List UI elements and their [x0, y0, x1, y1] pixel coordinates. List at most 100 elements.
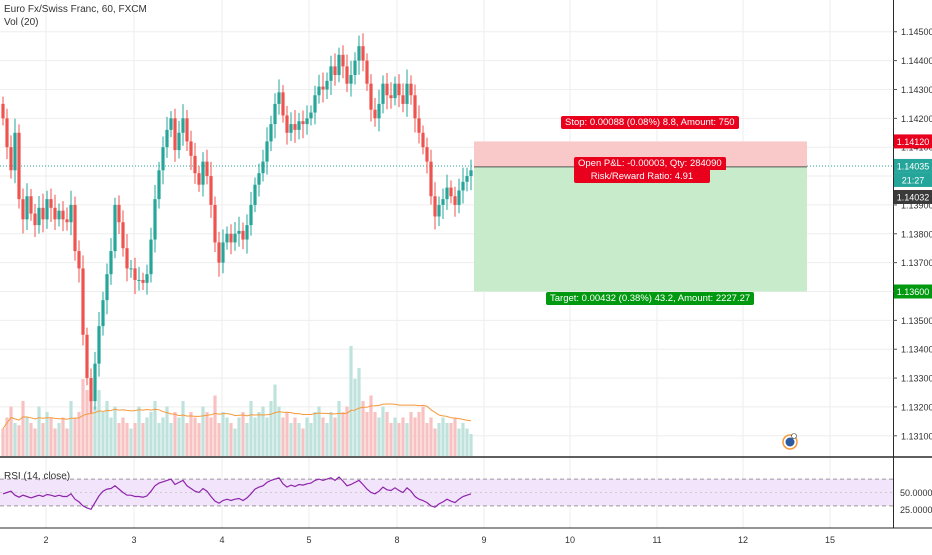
- volume-bar: [273, 384, 277, 456]
- last-price-tag: 1.14035: [897, 161, 930, 171]
- volume-bar: [57, 423, 61, 456]
- candle-body: [81, 268, 85, 335]
- candle-body: [273, 103, 277, 125]
- volume-bar: [177, 417, 181, 456]
- candle-body: [57, 210, 61, 220]
- candle-body: [393, 83, 397, 99]
- candle-body: [241, 230, 245, 240]
- event-marker-badge: [791, 433, 797, 439]
- volume-bar: [277, 406, 281, 456]
- volume-bar: [457, 428, 461, 456]
- candle-body: [169, 118, 173, 130]
- candle-body: [97, 326, 101, 364]
- candle-body: [325, 80, 329, 90]
- candle-body: [305, 118, 309, 125]
- volume-bar: [437, 423, 441, 456]
- volume-bar: [369, 395, 373, 456]
- candle-body: [397, 83, 401, 96]
- candle-body: [269, 124, 273, 142]
- candle-body: [149, 239, 153, 275]
- candle-body: [113, 204, 117, 252]
- volume-bar: [193, 417, 197, 456]
- candle-body: [421, 132, 425, 148]
- volume-bar: [329, 412, 333, 456]
- volume-bar: [73, 417, 77, 456]
- candle-body: [61, 210, 65, 220]
- volume-bar: [137, 406, 141, 456]
- candle-body: [437, 204, 441, 217]
- volume-bar: [261, 406, 265, 456]
- time-tick-label: 9: [481, 535, 486, 545]
- candle-body: [45, 199, 49, 220]
- candle-body: [49, 199, 53, 208]
- volume-bar: [233, 428, 237, 456]
- volume-bar: [45, 412, 49, 456]
- candle-body: [413, 95, 417, 119]
- candle-body: [29, 196, 33, 214]
- price-tick-label: 1.13800: [901, 229, 932, 239]
- candle-body: [289, 124, 293, 133]
- volume-bar: [149, 412, 153, 456]
- volume-bar: [401, 417, 405, 456]
- volume-bar: [37, 406, 41, 456]
- target-zone: [474, 166, 807, 292]
- volume-bar: [441, 417, 445, 456]
- volume-bar: [93, 406, 97, 456]
- candle-body: [73, 204, 77, 252]
- candle-body: [217, 242, 221, 263]
- volume-bar: [293, 417, 297, 456]
- rsi-legend[interactable]: RSI (14, close): [4, 471, 71, 482]
- candle-body: [469, 170, 473, 177]
- candle-body: [245, 225, 249, 240]
- volume-bar: [389, 423, 393, 456]
- volume-bar: [5, 417, 9, 456]
- volume-bar: [465, 428, 469, 456]
- target-label: Target: 0.00432 (0.38%) 43.2, Amount: 22…: [546, 292, 755, 305]
- target-price-tag: 1.13600: [897, 287, 930, 297]
- current-price-tag-bg: [894, 190, 932, 204]
- rsi-pane: [0, 476, 893, 511]
- volume-bar: [53, 428, 57, 456]
- candle-body: [133, 268, 137, 280]
- candle-body: [309, 112, 313, 119]
- candle-body: [225, 233, 229, 243]
- time-tick-label: 8: [394, 535, 399, 545]
- volume-legend[interactable]: Vol (20): [4, 17, 39, 28]
- volume-bar: [361, 401, 365, 456]
- volume-bar: [213, 395, 217, 456]
- volume-bar: [29, 423, 33, 456]
- candle-body: [13, 132, 17, 171]
- candle-body: [265, 141, 269, 162]
- volume-bar: [69, 401, 73, 456]
- volume-bar: [209, 417, 213, 456]
- volume-bar: [297, 423, 301, 456]
- volume-bar: [449, 423, 453, 456]
- volume-bar: [105, 401, 109, 456]
- candle-body: [409, 83, 413, 96]
- price-tick-label: 1.13200: [901, 402, 932, 412]
- candle-body: [465, 176, 469, 182]
- position-zones[interactable]: [474, 141, 807, 292]
- symbol-legend[interactable]: Euro Fx/Swiss Franc, 60, FXCM: [4, 4, 147, 15]
- volume-bars: [1, 346, 473, 456]
- candle-body: [345, 66, 349, 84]
- candle-body: [221, 242, 225, 263]
- candle-body: [405, 83, 409, 104]
- time-tick-label: 5: [306, 535, 311, 545]
- volume-bar: [289, 423, 293, 456]
- volume-bar: [113, 406, 117, 456]
- volume-bar: [413, 417, 417, 456]
- volume-bar: [197, 423, 201, 456]
- price-tick-label: 1.14300: [901, 85, 932, 95]
- volume-bar: [85, 390, 89, 456]
- volume-bar: [333, 417, 337, 456]
- volume-bar: [121, 417, 125, 456]
- candle-body: [257, 173, 261, 185]
- volume-bar: [257, 412, 261, 456]
- countdown-tag: 21:27: [902, 175, 925, 185]
- volume-bar: [349, 346, 353, 456]
- candle-body: [453, 196, 457, 205]
- volume-bar: [229, 423, 233, 456]
